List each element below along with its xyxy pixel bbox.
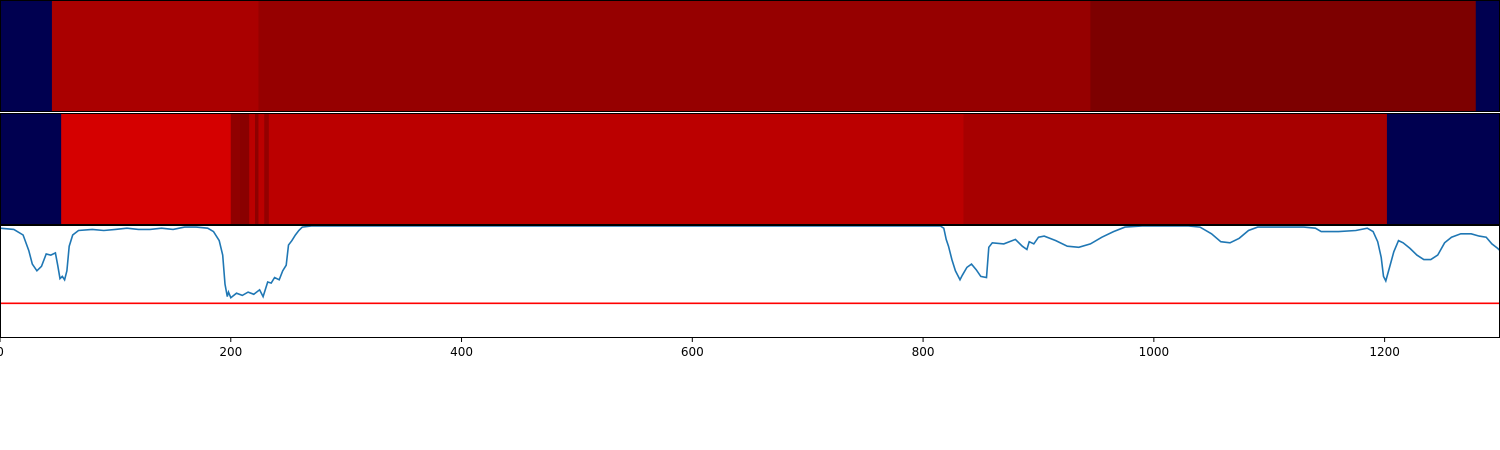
- top-band-segment-1: [51, 1, 259, 112]
- x-tick-label-2: 400: [450, 345, 473, 359]
- x-tick-label-5: 1000: [1139, 345, 1170, 359]
- x-tick-label-0: 0: [0, 345, 4, 359]
- top-band-segment-4: [1475, 1, 1500, 112]
- x-tick-label-6: 1200: [1369, 345, 1400, 359]
- series-line: [0, 225, 1500, 299]
- middle-band-segment-3: [240, 114, 250, 225]
- line-plot-panel: [0, 225, 1500, 305]
- top-band-segment-3: [1090, 1, 1477, 112]
- x-tick-label-3: 600: [681, 345, 704, 359]
- middle-band-segment-10: [1386, 114, 1500, 225]
- middle-band-segment-9: [963, 114, 1388, 225]
- top-heatmap-band: [0, 1, 1500, 112]
- middle-band-segment-2: [230, 114, 241, 225]
- middle-band-segment-7: [264, 114, 270, 225]
- middle-band-segment-8: [268, 114, 964, 225]
- middle-band-segment-4: [249, 114, 256, 225]
- middle-band-segment-1: [61, 114, 232, 225]
- top-band-segment-0: [0, 1, 53, 112]
- middle-heatmap-band: [0, 114, 1500, 225]
- middle-band-segment-5: [255, 114, 259, 225]
- x-tick-label-4: 800: [912, 345, 935, 359]
- top-band-segment-2: [258, 1, 1091, 112]
- x-tick-label-1: 200: [219, 345, 242, 359]
- middle-band-segment-6: [258, 114, 265, 225]
- x-axis: 0 200 400 600 800 1000 1200: [0, 338, 1400, 359]
- middle-band-segment-0: [0, 114, 62, 225]
